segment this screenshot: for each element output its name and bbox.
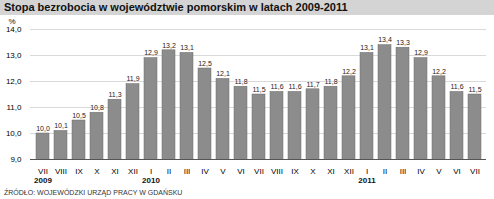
svg-text:12,2: 12,2 <box>342 68 356 75</box>
svg-text:13,3: 13,3 <box>396 39 410 46</box>
svg-text:2011: 2011 <box>358 176 376 185</box>
svg-text:2009: 2009 <box>34 176 52 185</box>
svg-text:I: I <box>150 167 152 176</box>
svg-text:12,0: 12,0 <box>6 77 22 86</box>
svg-text:10,0: 10,0 <box>36 125 50 132</box>
svg-text:IX: IX <box>75 167 83 176</box>
svg-text:I: I <box>366 167 368 176</box>
svg-text:II: II <box>167 167 171 176</box>
svg-text:11,8: 11,8 <box>234 78 247 85</box>
svg-text:X: X <box>310 167 316 176</box>
svg-text:VI: VI <box>237 167 245 176</box>
svg-text:10,0: 10,0 <box>6 129 22 138</box>
svg-text:11,3: 11,3 <box>108 91 121 98</box>
svg-text:III: III <box>400 167 407 176</box>
svg-text:10,8: 10,8 <box>90 104 104 111</box>
svg-text:12,9: 12,9 <box>144 49 158 56</box>
svg-text:12,9: 12,9 <box>414 49 428 56</box>
svg-text:XI: XI <box>327 167 335 176</box>
svg-text:IX: IX <box>291 167 299 176</box>
svg-text:11,6: 11,6 <box>450 83 463 90</box>
svg-text:II: II <box>383 167 387 176</box>
svg-text:VII: VII <box>38 167 48 176</box>
svg-text:10,5: 10,5 <box>72 112 86 119</box>
svg-text:VIII: VIII <box>55 167 67 176</box>
svg-text:13,0: 13,0 <box>6 51 22 60</box>
svg-text:13,1: 13,1 <box>360 44 374 51</box>
svg-text:XII: XII <box>344 167 354 176</box>
svg-text:11,7: 11,7 <box>306 81 319 88</box>
svg-text:XI: XI <box>111 167 119 176</box>
svg-text:V: V <box>220 167 226 176</box>
svg-text:11,5: 11,5 <box>468 86 481 93</box>
svg-text:11,6: 11,6 <box>270 83 283 90</box>
svg-text:13,2: 13,2 <box>162 42 176 49</box>
svg-text:12,2: 12,2 <box>432 68 446 75</box>
svg-text:12,5: 12,5 <box>198 60 212 67</box>
svg-text:III: III <box>184 167 191 176</box>
html-text:ŹRÓDŁO: WOJEWÓDZKI URZĄD PRACY: ŹRÓDŁO: WOJEWÓDZKI URZĄD PRACY W GDAŃSKU <box>4 189 183 196</box>
svg-text:13,1: 13,1 <box>180 44 194 51</box>
svg-text:XII: XII <box>128 167 138 176</box>
svg-text:IV: IV <box>417 167 425 176</box>
svg-text:VII: VII <box>254 167 264 176</box>
svg-text:14,0: 14,0 <box>6 25 22 34</box>
svg-text:11,0: 11,0 <box>7 103 23 112</box>
html-text:Stopa bezrobocia w województwi: Stopa bezrobocia w województwie pomorski… <box>4 1 348 13</box>
svg-text:VI: VI <box>453 167 461 176</box>
svg-text:X: X <box>94 167 100 176</box>
svg-text:12,1: 12,1 <box>216 70 230 77</box>
svg-text:2010: 2010 <box>142 176 160 185</box>
svg-text:9,0: 9,0 <box>10 155 22 164</box>
svg-text:11,8: 11,8 <box>324 78 337 85</box>
svg-text:IV: IV <box>201 167 209 176</box>
svg-text:VIII: VIII <box>271 167 283 176</box>
svg-text:13,4: 13,4 <box>378 36 392 43</box>
svg-text:V: V <box>436 167 442 176</box>
svg-text:10,1: 10,1 <box>54 122 68 129</box>
svg-text:11,5: 11,5 <box>252 86 265 93</box>
svg-text:VII: VII <box>470 167 480 176</box>
svg-text:11,9: 11,9 <box>126 75 139 82</box>
svg-text:%: % <box>9 17 16 26</box>
svg-text:11,6: 11,6 <box>288 83 301 90</box>
